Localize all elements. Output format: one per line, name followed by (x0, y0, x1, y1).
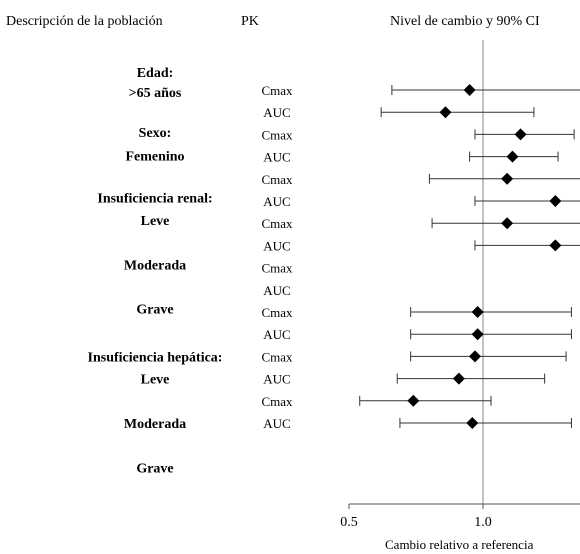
subgroup-label: Moderada (124, 258, 186, 273)
x-axis-label: Cambio relativo a referencia (385, 537, 534, 552)
estimate-diamond (466, 417, 479, 429)
subgroup-label: Grave (136, 303, 173, 318)
subgroup-label: Moderada (124, 417, 186, 432)
estimate-diamond (549, 195, 562, 207)
estimate-diamond (501, 217, 514, 230)
estimate-diamond (468, 350, 481, 363)
subgroup-label: Femenino (125, 149, 184, 164)
estimate-marks (359, 84, 580, 429)
group-heading: Insuficiencia renal: (97, 192, 212, 207)
subgroup-label: >65 años (129, 86, 182, 101)
estimate-diamond (407, 394, 420, 407)
estimate-diamond (549, 239, 562, 252)
pk-label-auc: AUC (263, 372, 290, 387)
estimate-diamond (452, 372, 465, 385)
pk-label-cmax: Cmax (261, 127, 293, 142)
pk-labels: Cmax AUC Cmax AUC Cmax AUC Cmax AUC Cmax AUC Cmax A… (261, 83, 293, 431)
estimate-diamond (506, 150, 519, 163)
pk-label-cmax: Cmax (261, 172, 293, 187)
header-change: Nivel de cambio y 90% CI (390, 14, 540, 29)
estimate-diamond (439, 106, 452, 119)
subgroup-label: Grave (136, 461, 173, 476)
x-tick-label: 0.5 (340, 515, 358, 530)
pk-label-auc: AUC (263, 150, 290, 165)
pk-label-cmax: Cmax (261, 349, 293, 364)
estimate-diamond (471, 328, 484, 341)
pk-label-cmax: Cmax (261, 261, 293, 276)
pk-label-auc: AUC (263, 105, 290, 120)
pk-label-auc: AUC (263, 327, 290, 342)
estimate-diamond (471, 306, 484, 318)
group-heading: Insuficiencia hepática: (88, 350, 223, 365)
estimate-diamond (501, 172, 514, 185)
pk-label-auc: AUC (263, 238, 290, 253)
group-heading: Edad: (137, 66, 174, 81)
header-pk: PK (241, 14, 259, 29)
x-tick-label: 1.0 (474, 515, 492, 530)
pk-label-auc: AUC (263, 416, 290, 431)
pk-label-cmax: Cmax (261, 216, 293, 231)
pk-label-cmax: Cmax (261, 305, 293, 320)
header-population: Descripción de la población (6, 14, 163, 29)
pk-label-auc: AUC (263, 194, 290, 209)
group-headings: Edad: Sexo: Insuficiencia renal: Insuficien… (88, 66, 223, 365)
estimate-diamond (463, 84, 476, 96)
subgroup-labels: >65 años Femenino Leve Moderada Grave Leve Mod… (124, 86, 186, 476)
x-axis-ticks: 0.51.01.52.0 (340, 504, 492, 530)
group-heading: Sexo: (139, 126, 172, 141)
pk-label-cmax: Cmax (261, 394, 293, 409)
pk-label-cmax: Cmax (261, 83, 293, 98)
subgroup-label: Leve (141, 373, 170, 388)
estimate-diamond (514, 128, 527, 141)
subgroup-label: Leve (141, 214, 170, 229)
pk-label-auc: AUC (263, 283, 290, 298)
